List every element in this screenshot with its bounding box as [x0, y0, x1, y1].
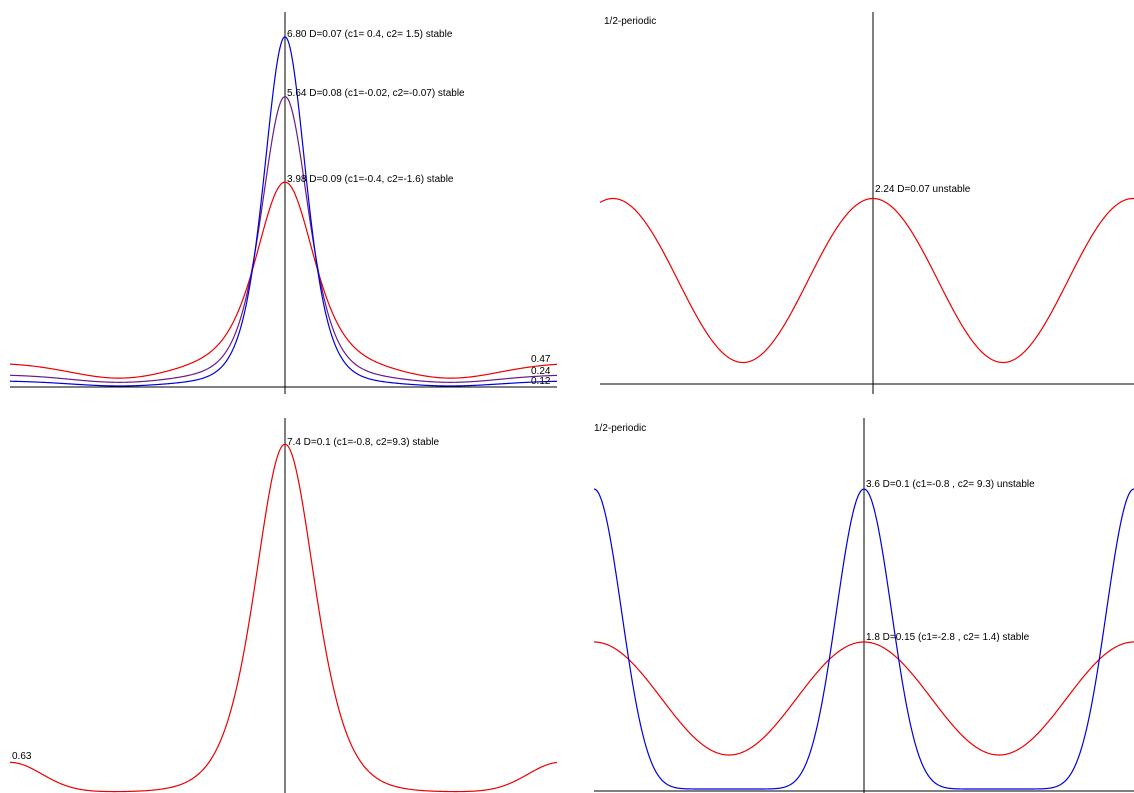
panel-bottom-right-title: 1/2-periodic — [594, 423, 646, 434]
panel-bottom-left-annotation: 7.4 D=0.1 (c1=-0.8, c2=9.3) stable — [287, 437, 439, 448]
panel-top-right: 1/2-periodic 2.24 D=0.07 unstable — [599, 12, 1134, 394]
panel-top-left-edge-label-red: 0.47 — [531, 354, 551, 365]
panel-top-left-annotation-blue: 6.80 D=0.07 (c1= 0.4, c2= 1.5) stable — [287, 29, 453, 40]
panel-bottom-right-series-red — [593, 641, 1134, 756]
panel-top-left-series-blue — [9, 36, 558, 387]
panel-top-left-series-purple — [9, 95, 558, 383]
panel-top-left-edge-label-blue: 0.12 — [531, 376, 551, 387]
panel-bottom-right: 1/2-periodic 3.6 D=0.1 (c1=-0.8 , c2= 9.… — [593, 418, 1134, 793]
panel-bottom-right-annotation-blue: 3.6 D=0.1 (c1=-0.8 , c2= 9.3) unstable — [866, 479, 1035, 490]
panel-top-right-title: 1/2-periodic — [604, 16, 656, 27]
panel-top-left-series-red — [9, 181, 558, 379]
panel-bottom-left: 7.4 D=0.1 (c1=-0.8, c2=9.3) stable 0.63 — [9, 418, 558, 793]
panel-bottom-right-annotation-red: 1.8 D=0.15 (c1=-2.8 , c2= 1.4) stable — [866, 632, 1030, 643]
panel-top-left-annotation-red: 3.98 D=0.09 (c1=-0.4, c2=-1.6) stable — [287, 174, 454, 185]
panel-top-left-edge-label-purple: 0.24 — [531, 366, 551, 377]
panel-bottom-left-edge-label: 0.63 — [12, 751, 32, 762]
panel-top-left: 6.80 D=0.07 (c1= 0.4, c2= 1.5) stable 5.… — [9, 12, 558, 394]
panel-top-left-annotation-purple: 5.64 D=0.08 (c1=-0.02, c2=-0.07) stable — [287, 88, 465, 99]
panel-bottom-right-series-blue — [593, 488, 1134, 790]
panel-bottom-left-series-red — [9, 443, 558, 793]
panel-top-right-annotation: 2.24 D=0.07 unstable — [875, 184, 971, 195]
panel-top-right-series-red — [599, 197, 1134, 364]
